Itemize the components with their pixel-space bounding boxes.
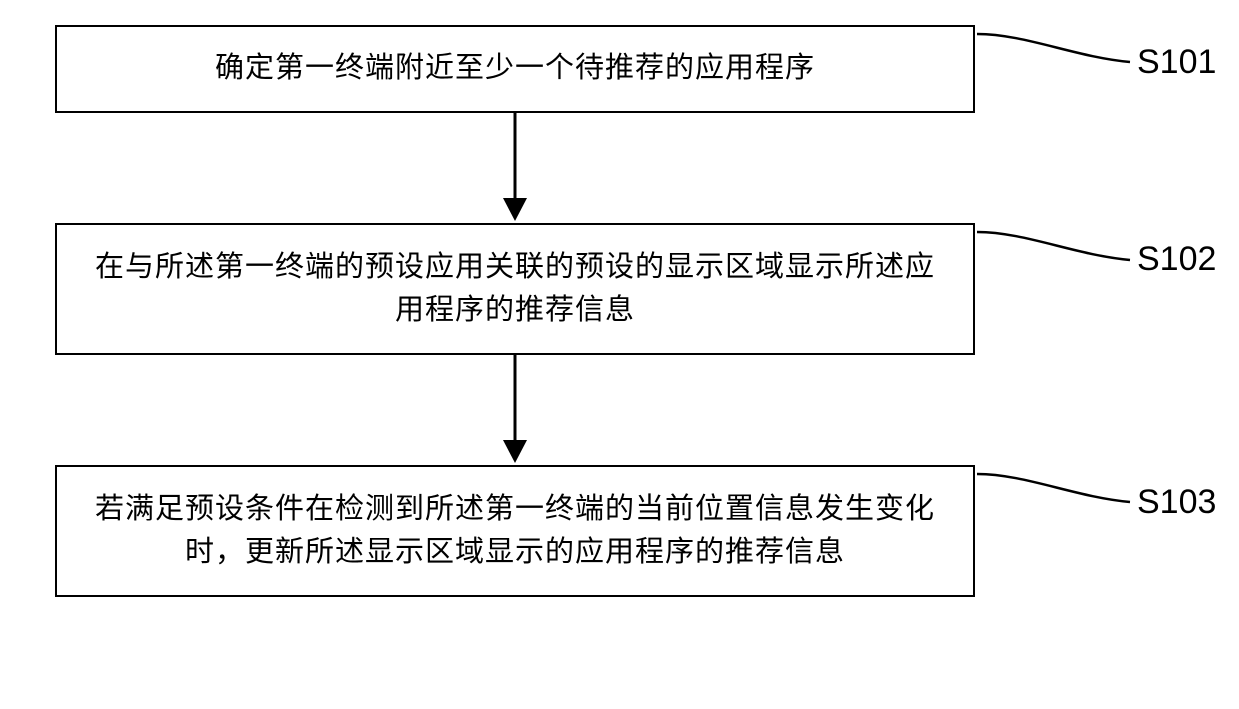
step-label-s101: S101 [1137, 43, 1216, 82]
step-text-s103: 若满足预设条件在检测到所述第一终端的当前位置信息发生变化时，更新所述显示区域显示… [87, 488, 943, 575]
arrow-1 [55, 113, 975, 223]
step-text-s102: 在与所述第一终端的预设应用关联的预设的显示区域显示所述应用程序的推荐信息 [87, 246, 943, 333]
step-box-s102: 在与所述第一终端的预设应用关联的预设的显示区域显示所述应用程序的推荐信息 [55, 223, 975, 355]
step-box-s103: 若满足预设条件在检测到所述第一终端的当前位置信息发生变化时，更新所述显示区域显示… [55, 465, 975, 597]
step-text-s101: 确定第一终端附近至少一个待推荐的应用程序 [215, 47, 815, 91]
arrow-svg-1 [495, 113, 535, 223]
arrow-2 [55, 355, 975, 465]
step-box-s101: 确定第一终端附近至少一个待推荐的应用程序 [55, 25, 975, 113]
flowchart-container: 确定第一终端附近至少一个待推荐的应用程序 S101 在与所述第一终端的预设应用关… [55, 25, 1185, 597]
step-label-s103: S103 [1137, 483, 1216, 522]
step-label-s102: S102 [1137, 240, 1216, 279]
arrow-svg-2 [495, 355, 535, 465]
